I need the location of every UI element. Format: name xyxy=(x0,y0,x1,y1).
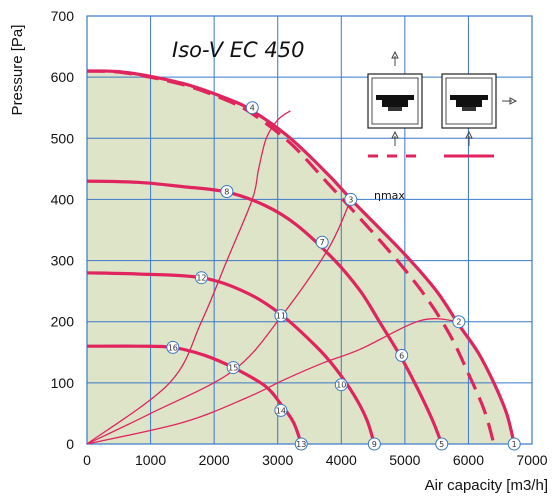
x-tick-label: 5000 xyxy=(389,452,420,468)
x-tick-label: 3000 xyxy=(262,452,293,468)
operating-point-marker xyxy=(435,437,449,451)
operating-point-label: 9 xyxy=(372,440,377,449)
operating-point: 2 xyxy=(452,315,466,329)
operating-point: 13 xyxy=(294,437,308,451)
operating-point-label: 13 xyxy=(296,440,306,449)
operating-point-label: 1 xyxy=(512,440,517,449)
operating-point: 1 xyxy=(507,437,521,451)
y-tick-label: 200 xyxy=(51,314,75,330)
x-tick-label: 2000 xyxy=(199,452,230,468)
operating-point: 8 xyxy=(220,184,234,198)
operating-point: 9 xyxy=(367,437,381,451)
operating-point-label: 11 xyxy=(276,312,286,321)
operating-point-marker xyxy=(334,378,348,392)
inlet-outlet-vertical-diagram xyxy=(367,50,423,146)
operating-point: 15 xyxy=(226,361,240,375)
eta-max-label: ηmax xyxy=(374,189,405,202)
operating-point-marker xyxy=(194,271,208,285)
operating-point-marker xyxy=(294,437,308,451)
grid-layer xyxy=(86,15,533,445)
operating-point: 5 xyxy=(435,437,449,451)
y-tick-label: 400 xyxy=(51,191,75,207)
operating-point: 6 xyxy=(395,348,409,362)
x-axis-title: Air capacity [m3/h] xyxy=(425,477,548,494)
curve-layer xyxy=(86,69,516,445)
inlet-outlet-side-diagram xyxy=(441,73,518,146)
operating-point: 11 xyxy=(274,309,288,323)
operating-point: 3 xyxy=(344,192,358,206)
x-tick-label: 6000 xyxy=(453,452,484,468)
operating-point-marker xyxy=(274,309,288,323)
operating-point-marker xyxy=(395,348,409,362)
operating-point: 14 xyxy=(274,403,288,417)
operating-point-marker xyxy=(226,361,240,375)
operating-point-label: 8 xyxy=(224,187,229,196)
operating-point-marker xyxy=(274,403,288,417)
operating-point-marker xyxy=(245,101,259,115)
operating-point-marker xyxy=(166,340,180,354)
x-tick-label: 1000 xyxy=(135,452,166,468)
operating-point: 4 xyxy=(245,101,259,115)
operating-point-marker xyxy=(344,192,358,206)
chart-title: Iso-V EC 450 xyxy=(172,38,304,62)
y-tick-label: 500 xyxy=(51,130,75,146)
y-tick-label: 300 xyxy=(51,253,75,269)
system-curve xyxy=(86,318,459,445)
installation-diagram xyxy=(367,50,518,158)
operating-point-marker xyxy=(367,437,381,451)
x-tick-label: 0 xyxy=(83,452,91,468)
y-tick-label: 700 xyxy=(51,8,75,24)
operating-point-marker xyxy=(452,315,466,329)
plot-frame xyxy=(86,15,533,445)
operating-point-marker xyxy=(220,184,234,198)
fan-curve-solid xyxy=(86,179,444,445)
fan-curve-solid xyxy=(86,271,376,445)
operating-point-label: 12 xyxy=(196,274,206,283)
y-tick-label: 0 xyxy=(66,436,74,452)
operating-point-label: 14 xyxy=(276,406,286,415)
tick-layer: 0 1000 2000 3000 4000 5000 6000 7000 0 100 200 300 4… xyxy=(51,8,548,468)
operating-point: 10 xyxy=(334,378,348,392)
operating-point-label: 5 xyxy=(439,440,444,449)
operating-point-label: 7 xyxy=(320,238,325,247)
x-tick-label: 7000 xyxy=(516,452,547,468)
operating-point-marker xyxy=(315,235,329,249)
system-curve xyxy=(86,199,352,445)
operating-point-label: 16 xyxy=(168,343,178,352)
operating-point-label: 3 xyxy=(348,195,353,204)
operating-point-label: 10 xyxy=(336,381,346,390)
operating-point-marker xyxy=(507,437,521,451)
y-axis-title: Pressure [Pa] xyxy=(9,25,26,116)
y-tick-label: 600 xyxy=(51,69,75,85)
operating-point-label: 15 xyxy=(228,364,238,373)
y-tick-label: 100 xyxy=(51,375,75,391)
operating-point: 7 xyxy=(315,235,329,249)
operating-point-label: 6 xyxy=(399,351,404,360)
operating-point: 12 xyxy=(194,271,208,285)
operating-point: 16 xyxy=(166,340,180,354)
x-tick-label: 4000 xyxy=(326,452,357,468)
operating-point-label: 2 xyxy=(456,318,461,327)
operating-point-label: 4 xyxy=(250,104,255,113)
